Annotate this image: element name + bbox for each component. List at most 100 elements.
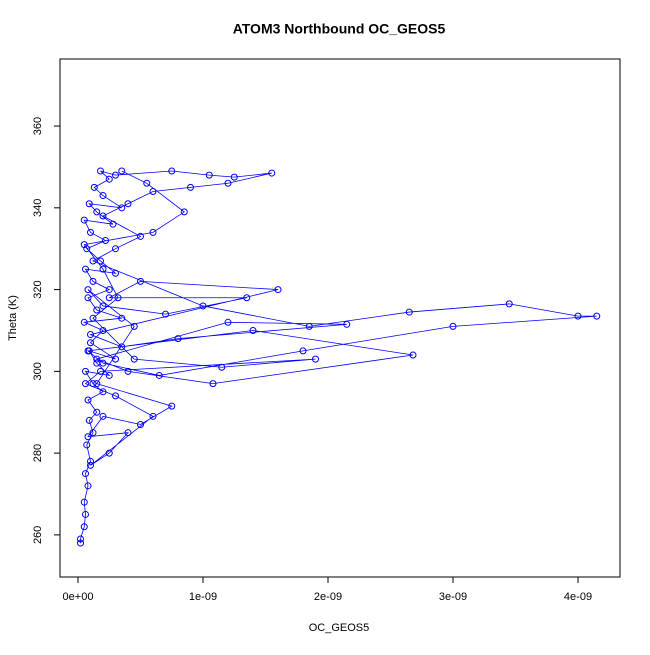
data-point <box>124 429 132 437</box>
data-point <box>87 461 94 469</box>
data-point <box>80 498 88 506</box>
data-point <box>99 265 107 273</box>
data-point <box>130 322 138 330</box>
data-point <box>82 510 89 518</box>
data-point <box>574 312 582 320</box>
data-point <box>218 363 226 371</box>
y-tick-label: 360 <box>32 117 44 135</box>
data-point <box>130 355 138 363</box>
data-point <box>343 320 351 328</box>
y-tick-label: 320 <box>32 280 44 298</box>
data-point <box>105 175 113 183</box>
data-point <box>118 204 126 212</box>
data-point <box>83 441 91 449</box>
data-point <box>274 286 282 294</box>
y-tick-label: 280 <box>32 444 44 462</box>
data-point <box>205 171 213 179</box>
data-point <box>84 433 92 441</box>
data-point <box>77 539 84 547</box>
data-point <box>82 380 89 388</box>
data-point <box>230 173 238 181</box>
data-point <box>99 359 107 367</box>
data-point <box>84 347 92 355</box>
data-point <box>199 302 207 310</box>
data-point <box>77 535 84 543</box>
data-point <box>80 216 88 224</box>
data-point <box>87 331 94 339</box>
data-point <box>105 286 113 294</box>
data-point <box>105 371 113 379</box>
data-point <box>118 343 126 351</box>
chart-title: ATOM3 Northbound OC_GEOS5 <box>233 21 446 37</box>
data-point <box>299 347 307 355</box>
data-point <box>137 421 144 429</box>
data-point <box>93 208 101 216</box>
data-point <box>89 429 97 437</box>
y-axis-label: Theta (K) <box>7 295 19 341</box>
data-point <box>80 523 88 531</box>
data-point <box>162 310 169 318</box>
data-point <box>168 167 176 175</box>
data-point <box>187 183 194 191</box>
data-point <box>99 412 107 420</box>
data-point <box>305 322 313 330</box>
data-point <box>82 367 89 375</box>
data-point <box>224 318 232 326</box>
data-point <box>118 314 126 322</box>
data-point <box>149 187 157 195</box>
data-point <box>99 302 107 310</box>
plot-frame <box>59 58 621 578</box>
data-point <box>118 167 126 175</box>
data-point <box>84 396 92 404</box>
data-point <box>93 355 101 363</box>
data-point <box>93 408 101 416</box>
data-point <box>87 457 94 465</box>
data-point <box>449 322 457 330</box>
data-point <box>243 294 251 302</box>
x-tick-label: 1e-09 <box>189 591 217 603</box>
x-axis-label: OC_GEOS5 <box>309 622 370 634</box>
data-point <box>268 169 276 177</box>
data-point <box>97 367 104 375</box>
data-point <box>149 412 157 420</box>
data-point <box>209 380 217 388</box>
data-point <box>93 306 101 314</box>
data-point <box>82 470 89 478</box>
data-point <box>89 277 97 285</box>
data-point <box>84 482 92 490</box>
data-point <box>90 183 98 191</box>
data-point <box>105 449 113 457</box>
data-point <box>112 355 119 363</box>
data-point <box>112 269 119 277</box>
data-point <box>99 212 107 220</box>
data-point <box>84 294 92 302</box>
data-point <box>85 200 93 208</box>
y-tick-label: 300 <box>32 362 44 380</box>
data-point <box>155 371 163 379</box>
data-point <box>89 380 97 388</box>
x-tick-label: 4e-09 <box>564 591 592 603</box>
data-point <box>124 367 132 375</box>
data-point <box>97 167 104 175</box>
data-point <box>102 237 109 245</box>
data-point <box>84 286 92 294</box>
data-point <box>249 326 257 334</box>
data-point <box>82 265 89 273</box>
data-point <box>105 294 113 302</box>
data-point <box>174 335 182 343</box>
data-point <box>137 232 144 240</box>
data-point <box>409 351 417 359</box>
data-point <box>80 241 88 249</box>
data-point <box>99 192 107 200</box>
data-point <box>180 208 188 216</box>
data-point <box>224 179 232 187</box>
y-tick-label: 260 <box>32 526 44 544</box>
data-point <box>99 326 107 334</box>
data-point <box>149 228 157 236</box>
x-tick-label: 0e+00 <box>63 591 94 603</box>
data-point <box>137 277 144 285</box>
data-point <box>312 355 319 363</box>
data-point <box>505 300 513 308</box>
